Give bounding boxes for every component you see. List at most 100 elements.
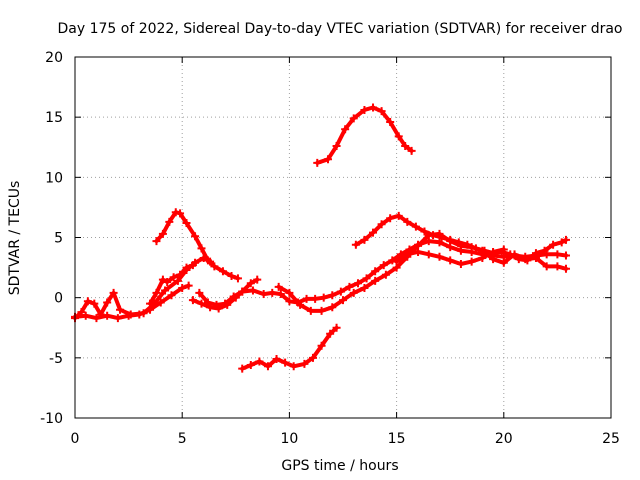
data-point <box>246 279 255 288</box>
x-tick-label: 20 <box>495 431 513 447</box>
data-point <box>274 282 283 291</box>
data-point <box>446 235 455 244</box>
data-point <box>158 275 167 284</box>
data-point <box>158 229 167 238</box>
data-point <box>113 314 122 323</box>
series-arc-upper-mid <box>351 211 570 265</box>
data-point <box>523 256 532 265</box>
data-point <box>199 253 208 262</box>
data-point <box>81 311 90 320</box>
data-point <box>349 114 358 123</box>
data-point <box>435 238 444 247</box>
data-point <box>332 142 341 151</box>
data-point <box>253 275 262 284</box>
data-point <box>319 293 328 302</box>
data-point <box>369 228 378 237</box>
x-tick-label: 5 <box>178 431 187 447</box>
data-point <box>116 305 125 314</box>
data-point <box>195 288 204 297</box>
series-arc-negative <box>238 323 341 373</box>
data-point <box>163 278 172 287</box>
data-point <box>514 255 523 264</box>
data-point <box>371 267 380 276</box>
data-point <box>549 240 558 249</box>
data-point <box>259 290 268 299</box>
data-point <box>377 220 386 229</box>
series-arc-mid-3 <box>274 229 570 315</box>
data-point <box>360 284 369 293</box>
data-point <box>489 247 498 256</box>
data-point <box>317 306 326 315</box>
data-point <box>446 256 455 265</box>
data-point <box>188 261 197 270</box>
x-tick-label: 15 <box>388 431 406 447</box>
data-point <box>182 219 191 228</box>
data-point <box>285 288 294 297</box>
data-point <box>323 155 332 164</box>
data-point <box>83 297 92 306</box>
data-point <box>328 303 337 312</box>
data-point <box>371 276 380 285</box>
data-point <box>109 288 118 297</box>
x-tick-label: 25 <box>602 431 620 447</box>
data-point <box>184 281 193 290</box>
data-point <box>349 288 358 297</box>
y-tick-label: 10 <box>45 170 63 186</box>
series-line <box>276 231 568 313</box>
data-point <box>377 107 386 116</box>
data-point <box>197 299 206 308</box>
data-point <box>540 246 549 255</box>
data-point <box>351 240 360 249</box>
data-point <box>173 276 182 285</box>
data-point <box>478 253 487 262</box>
data-point <box>92 314 101 323</box>
x-axis-label: GPS time / hours <box>281 458 398 474</box>
data-point <box>171 208 180 217</box>
y-tick-label: 15 <box>45 110 63 126</box>
data-point <box>341 125 350 134</box>
data-point <box>435 252 444 261</box>
data-point <box>206 257 215 266</box>
data-point <box>281 358 290 367</box>
data-point <box>161 286 170 295</box>
data-point <box>103 298 112 307</box>
data-point <box>454 238 463 247</box>
data-point <box>354 279 363 288</box>
data-point <box>326 329 335 338</box>
data-point <box>176 209 185 218</box>
data-point <box>191 232 200 241</box>
data-point <box>152 237 161 246</box>
data-point <box>360 235 369 244</box>
data-point <box>437 233 446 242</box>
series-arc-upper-mid-2 <box>392 245 508 268</box>
data-point <box>381 270 390 279</box>
data-point <box>480 246 489 255</box>
data-point <box>302 294 311 303</box>
grid <box>75 57 611 418</box>
data-point <box>176 270 185 279</box>
x-tick-label: 10 <box>280 431 298 447</box>
data-point <box>506 250 515 259</box>
data-point <box>403 217 412 226</box>
data-point <box>238 364 247 373</box>
data-point <box>392 257 401 266</box>
data-point <box>308 353 317 362</box>
data-point <box>135 310 144 319</box>
data-point <box>336 287 345 296</box>
data-point <box>499 258 508 267</box>
data-point <box>499 245 508 254</box>
data-point <box>182 263 191 272</box>
data-point <box>313 158 322 167</box>
data-point <box>561 264 570 273</box>
data-point <box>542 262 551 271</box>
data-point <box>557 238 566 247</box>
data-point <box>471 244 480 253</box>
y-tick-label: 5 <box>54 231 63 247</box>
data-point <box>467 257 476 266</box>
data-point <box>369 103 378 112</box>
data-point <box>231 293 240 302</box>
data-point <box>165 217 174 226</box>
data-point <box>360 105 369 114</box>
y-tick-label: -10 <box>40 411 63 427</box>
series-line <box>197 239 568 307</box>
